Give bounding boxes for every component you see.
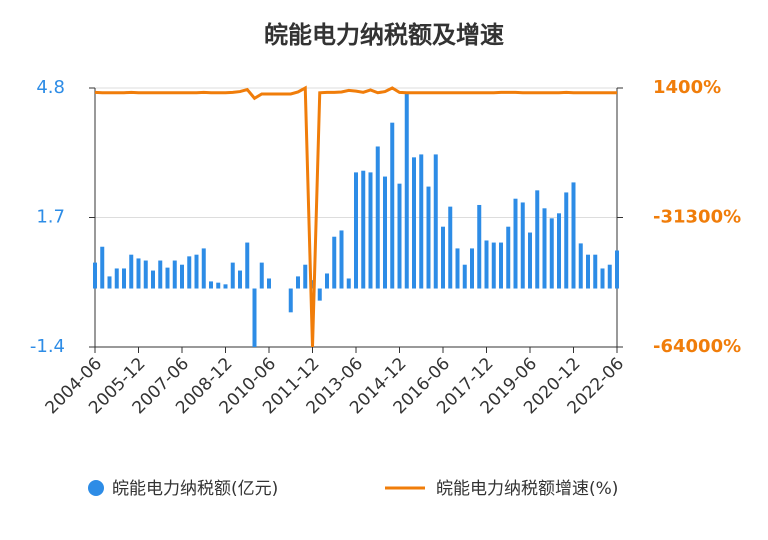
bar bbox=[354, 172, 358, 289]
bar bbox=[448, 206, 453, 289]
bar bbox=[317, 288, 322, 301]
bar bbox=[520, 202, 525, 289]
bar bbox=[296, 276, 300, 289]
bar bbox=[390, 122, 395, 289]
bar bbox=[368, 172, 373, 289]
y2-tick-label: 1400% bbox=[653, 77, 721, 98]
bar bbox=[477, 204, 482, 289]
line bbox=[94, 85, 617, 348]
bar bbox=[209, 281, 213, 289]
bar bbox=[586, 254, 590, 289]
bar bbox=[557, 213, 561, 289]
bar bbox=[491, 242, 496, 289]
bar bbox=[259, 262, 264, 289]
bar bbox=[100, 246, 105, 289]
bar bbox=[397, 183, 402, 289]
bar bbox=[230, 262, 235, 289]
bar bbox=[122, 268, 126, 289]
bar bbox=[238, 270, 242, 289]
bar bbox=[564, 192, 569, 289]
bar bbox=[535, 190, 540, 289]
y2-tick-label: -31300% bbox=[653, 207, 741, 228]
bar bbox=[484, 240, 489, 289]
bar bbox=[223, 284, 228, 289]
bar bbox=[383, 176, 387, 289]
bar bbox=[506, 226, 511, 289]
bar bbox=[571, 182, 576, 289]
bar bbox=[93, 262, 97, 289]
bar bbox=[107, 276, 112, 289]
bar bbox=[114, 268, 119, 289]
bar bbox=[499, 242, 503, 289]
bar bbox=[303, 264, 308, 289]
bar bbox=[462, 264, 467, 289]
bar bbox=[332, 236, 337, 289]
bar bbox=[607, 264, 612, 289]
bar bbox=[288, 288, 293, 313]
bar bbox=[136, 258, 141, 289]
bar bbox=[165, 267, 170, 289]
bar bbox=[419, 154, 424, 289]
chart-title: 皖能电力纳税额及增速 bbox=[264, 21, 504, 49]
bar bbox=[542, 208, 547, 289]
bar bbox=[143, 260, 148, 289]
bar bbox=[339, 230, 344, 289]
y-tick-label: -1.4 bbox=[30, 336, 65, 357]
bar bbox=[375, 146, 380, 289]
bar bbox=[615, 250, 619, 289]
y2-tick-label: -64000% bbox=[653, 336, 741, 357]
y-tick-label: 4.8 bbox=[36, 77, 65, 98]
bar bbox=[325, 273, 329, 289]
bar bbox=[412, 157, 416, 289]
y-tick-label: 1.7 bbox=[36, 207, 65, 228]
bar bbox=[361, 170, 366, 289]
bar bbox=[245, 242, 250, 289]
bar bbox=[180, 264, 184, 289]
bar bbox=[433, 154, 438, 289]
bar bbox=[426, 186, 431, 289]
legend-label: 皖能电力纳税额(亿元) bbox=[112, 479, 278, 499]
bar bbox=[310, 280, 315, 289]
bar bbox=[470, 248, 474, 289]
bar bbox=[129, 254, 134, 289]
bar bbox=[455, 248, 460, 289]
bar bbox=[346, 278, 351, 289]
bar bbox=[172, 260, 177, 289]
bar bbox=[404, 93, 409, 289]
bar bbox=[600, 268, 605, 289]
bar bbox=[578, 243, 583, 289]
bar bbox=[216, 282, 221, 289]
legend-label: 皖能电力纳税额增速(%) bbox=[436, 479, 618, 499]
bar bbox=[201, 248, 206, 289]
bar bbox=[187, 256, 192, 289]
bar bbox=[528, 232, 532, 289]
bar bbox=[441, 226, 445, 289]
bar bbox=[158, 260, 163, 289]
bar bbox=[593, 254, 598, 289]
bar bbox=[252, 288, 257, 347]
bar bbox=[194, 254, 199, 289]
legend-marker bbox=[88, 480, 104, 496]
bar bbox=[151, 270, 155, 289]
bar bbox=[513, 198, 518, 289]
bar bbox=[549, 218, 554, 289]
bar bbox=[267, 278, 271, 289]
